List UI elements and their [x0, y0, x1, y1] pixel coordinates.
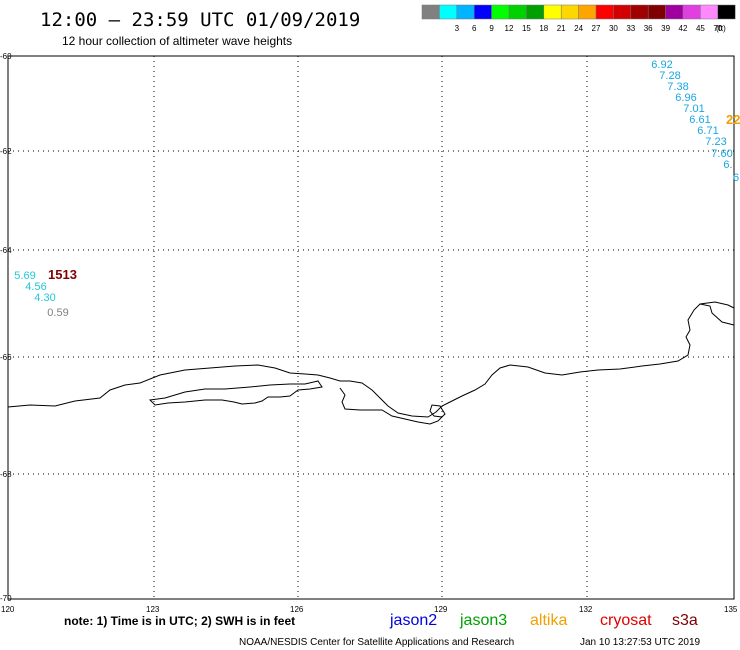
lat-tick-62: -62 [0, 147, 12, 156]
lat-tick-68: -68 [0, 470, 12, 479]
plot-frame [7, 55, 735, 600]
legend-swatch [560, 4, 579, 20]
footer-credit: NOAA/NESDIS Center for Satellite Applica… [239, 637, 514, 648]
graticule [8, 56, 734, 599]
coastline-central-ice [339, 387, 446, 425]
legend-label: 24 [574, 24, 583, 33]
lat-tick-64: -64 [0, 246, 12, 255]
swh-observation: 7.38 [667, 81, 688, 93]
track-west-observations: 5.694.564.30 0.59 [14, 270, 68, 319]
legend-swatch [526, 4, 545, 20]
lon-tick-123: 123 [146, 605, 160, 614]
lat-tick-60: -60 [0, 52, 12, 61]
satellite-jason3: jason3 [459, 612, 507, 629]
legend-label: 33 [626, 24, 635, 33]
legend-label: 45 [696, 24, 705, 33]
legend-swatch [647, 4, 666, 20]
lon-tick-126: 126 [290, 605, 304, 614]
swh-observation: 5.69 [14, 270, 35, 282]
legend-swatch [665, 4, 684, 20]
map-title: 12:00 — 23:59 UTC 01/09/2019 [40, 9, 360, 31]
swh-observation: 6.92 [651, 59, 672, 71]
legend-label: 30 [609, 24, 618, 33]
coastline-main [7, 301, 735, 418]
swh-observation: 6.61 [689, 114, 710, 126]
legend-swatch [717, 4, 736, 20]
legend-unit: (ft) [716, 24, 726, 33]
lon-tick-120: 120 [1, 605, 15, 614]
footer-note: note: 1) Time is in UTC; 2) SWH is in fe… [64, 614, 295, 628]
satellite-jason2: jason2 [389, 612, 437, 629]
legend-label: 3 [455, 24, 460, 33]
footer-timestamp: Jan 10 13:27:53 UTC 2019 [580, 637, 701, 648]
legend-swatch [543, 4, 562, 20]
swh-observation: 0.59 [47, 307, 68, 319]
lon-tick-132: 132 [579, 605, 593, 614]
swh-observation: 6 [733, 172, 739, 184]
legend-swatch [491, 4, 510, 20]
map-subtitle: 12 hour collection of altimeter wave hei… [62, 34, 292, 48]
legend-swatch [456, 4, 475, 20]
legend-swatch [439, 4, 458, 20]
swh-observation: 7.28 [659, 70, 680, 82]
swh-observation: 7.23 [705, 136, 726, 148]
legend-swatch [421, 4, 440, 20]
swh-observation: 6.71 [697, 125, 718, 137]
legend-label: 70 [713, 24, 722, 33]
legend-swatch [595, 4, 614, 20]
satellite-s3a: s3a [672, 612, 698, 629]
west-pass-label: 1513 [48, 267, 77, 282]
coastline-east-tongue [699, 303, 735, 326]
swh-observation: 7.01 [683, 103, 704, 115]
legend-label: 18 [539, 24, 548, 33]
legend-swatch [613, 4, 632, 20]
east-pass-label: 22 [726, 112, 740, 127]
swh-observation: 6.96 [675, 92, 696, 104]
antarctic-coastline [7, 301, 735, 425]
legend-label: 39 [661, 24, 670, 33]
swh-observation: 7.60 [711, 148, 732, 160]
lat-tick-66: -66 [0, 353, 12, 362]
satellite-altika: altika [530, 612, 567, 629]
legend-label: 21 [557, 24, 566, 33]
swh-observation: 4.30 [34, 292, 55, 304]
legend-label: 42 [679, 24, 688, 33]
legend-label: 12 [505, 24, 514, 33]
legend-swatch [578, 4, 597, 20]
coastline-west-ice [148, 380, 323, 406]
swh-observation: 4.56 [25, 281, 46, 293]
legend-label: 27 [592, 24, 601, 33]
swh-observation: 6. [723, 159, 732, 171]
legend-label: 15 [522, 24, 531, 33]
legend-label: 36 [644, 24, 653, 33]
legend-label: 6 [472, 24, 477, 33]
legend-swatch [473, 4, 492, 20]
legend-swatch [508, 4, 527, 20]
legend-label: 9 [489, 24, 494, 33]
swh-color-legend: 3 6 9 12 15 18 21 24 27 30 33 36 39 42 45 70 [421, 4, 736, 33]
legend-swatch [682, 4, 701, 20]
satellite-cryosat: cryosat [600, 612, 652, 629]
satellite-legend: jason2 jason3 altika cryosat s3a [389, 612, 698, 629]
lon-tick-135: 135 [724, 605, 738, 614]
legend-swatch [630, 4, 649, 20]
lat-tick-70: -70 [0, 594, 12, 603]
track-east-observations: 6.927.287.386.967.016.616.717.237.606.6 [651, 59, 739, 184]
legend-swatch [700, 4, 719, 20]
lon-tick-129: 129 [434, 605, 448, 614]
